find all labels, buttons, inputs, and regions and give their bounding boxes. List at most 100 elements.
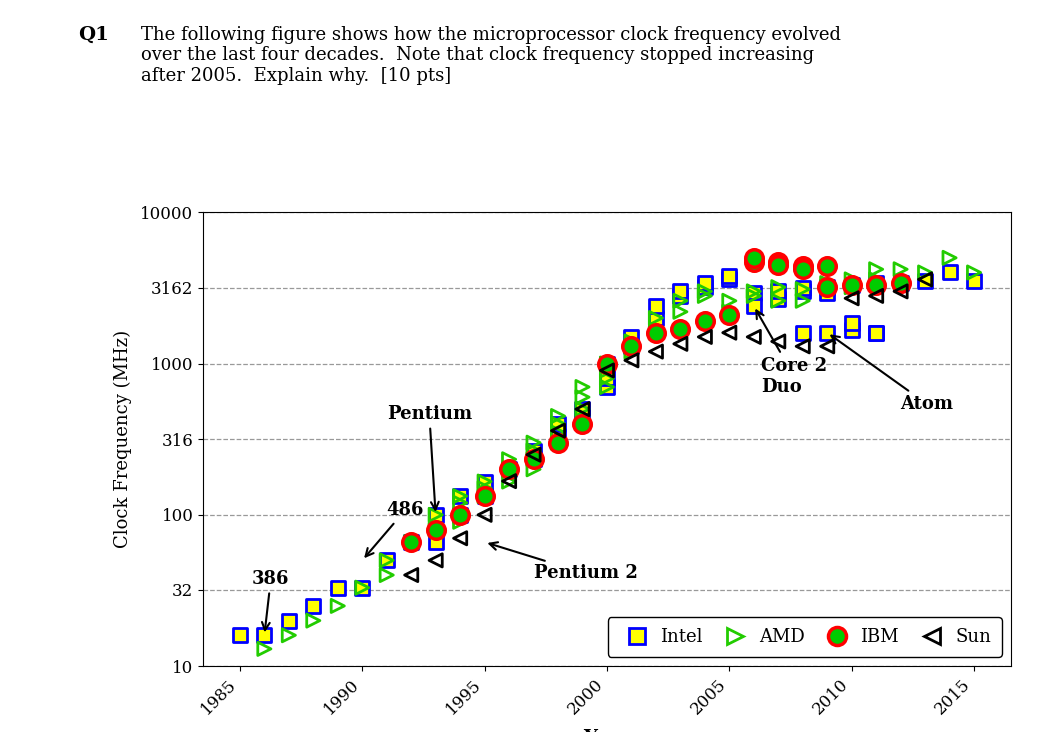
Point (819, 277, 836, 289)
Point (623, 354, 640, 366)
Point (892, 277, 909, 289)
Point (721, 306, 738, 318)
Point (770, 256, 787, 268)
Point (794, 282, 811, 294)
Text: Q1: Q1 (78, 26, 109, 44)
Point (647, 300, 664, 312)
Point (574, 403, 591, 415)
Point (329, 600, 346, 612)
Point (525, 453, 542, 465)
Point (550, 427, 567, 438)
Point (770, 335, 787, 347)
Point (868, 326, 885, 338)
Point (403, 537, 420, 548)
Point (305, 600, 322, 612)
Point (501, 463, 518, 475)
Point (525, 437, 542, 449)
Point (672, 290, 689, 302)
Point (525, 445, 542, 457)
Point (403, 537, 420, 548)
Point (476, 490, 493, 502)
Point (501, 463, 518, 475)
Point (745, 290, 762, 302)
Point (452, 490, 469, 502)
Point (745, 287, 762, 299)
Point (868, 290, 885, 302)
Point (329, 582, 346, 594)
Point (819, 326, 836, 338)
Point (501, 475, 518, 487)
Point (574, 418, 591, 430)
Point (476, 476, 493, 488)
Point (794, 264, 811, 275)
Point (647, 326, 664, 338)
Point (647, 312, 664, 324)
Point (599, 358, 616, 370)
Point (280, 615, 297, 627)
Point (819, 287, 836, 299)
Point (745, 252, 762, 264)
Point (917, 266, 934, 278)
Point (721, 326, 738, 338)
Point (843, 293, 860, 305)
Text: 486: 486 (366, 501, 424, 556)
Point (647, 346, 664, 357)
Point (843, 280, 860, 291)
Point (501, 463, 518, 475)
Point (525, 453, 542, 465)
Point (843, 274, 860, 285)
Point (280, 630, 297, 641)
Point (917, 275, 934, 287)
Point (550, 418, 567, 430)
Legend: Intel, AMD, IBM, Sun: Intel, AMD, IBM, Sun (607, 617, 1001, 657)
Point (843, 281, 860, 293)
Point (819, 340, 836, 352)
Point (623, 346, 640, 357)
Y-axis label: Clock Frequency (MHz): Clock Frequency (MHz) (114, 330, 132, 548)
Point (721, 270, 738, 282)
Point (696, 331, 713, 343)
Point (231, 630, 248, 641)
Point (672, 285, 689, 297)
Point (794, 295, 811, 307)
Point (378, 555, 395, 567)
Point (378, 555, 395, 567)
Point (647, 312, 664, 324)
Point (770, 281, 787, 293)
Point (623, 340, 640, 352)
Point (819, 281, 836, 293)
Point (599, 373, 616, 384)
Point (574, 403, 591, 415)
Point (452, 516, 469, 528)
Point (868, 274, 885, 285)
Point (843, 317, 860, 329)
Point (501, 453, 518, 465)
Point (550, 437, 567, 449)
Point (745, 331, 762, 343)
Point (599, 358, 616, 370)
Text: Atom: Atom (832, 336, 953, 413)
Point (599, 365, 616, 376)
Point (868, 280, 885, 291)
Point (721, 309, 738, 321)
Point (427, 509, 444, 520)
Point (574, 410, 591, 422)
Point (256, 630, 273, 641)
Point (256, 643, 273, 654)
Point (892, 277, 909, 289)
Point (770, 259, 787, 271)
Point (696, 285, 713, 297)
Point (696, 290, 713, 302)
Point (696, 281, 713, 293)
Point (550, 418, 567, 430)
Text: The following figure shows how the microprocessor clock frequency evolved
over t: The following figure shows how the micro… (141, 26, 841, 85)
Point (525, 463, 542, 475)
Point (721, 274, 738, 285)
Point (378, 569, 395, 581)
Point (770, 285, 787, 297)
Point (672, 306, 689, 318)
Point (427, 523, 444, 535)
Point (354, 582, 371, 594)
Point (427, 509, 444, 520)
Point (917, 274, 934, 285)
